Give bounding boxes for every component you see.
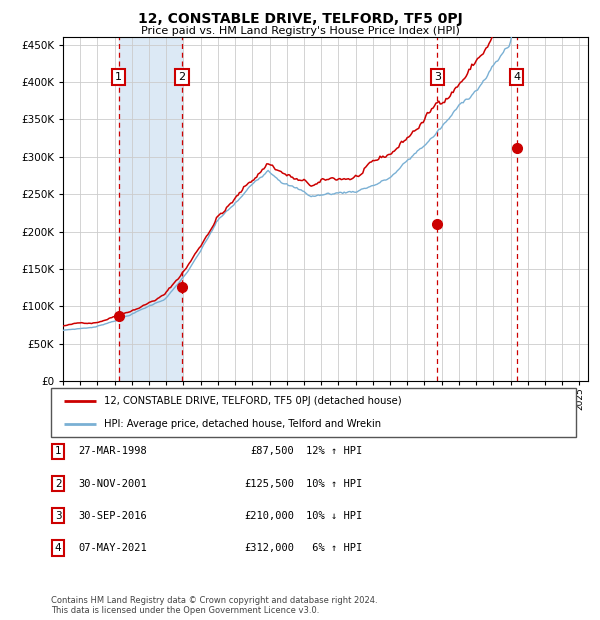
Text: £125,500: £125,500 (244, 479, 294, 489)
Text: 12% ↑ HPI: 12% ↑ HPI (306, 446, 362, 456)
Text: 1: 1 (55, 446, 62, 456)
Text: 12, CONSTABLE DRIVE, TELFORD, TF5 0PJ (detached house): 12, CONSTABLE DRIVE, TELFORD, TF5 0PJ (d… (104, 396, 401, 406)
Text: 10% ↓ HPI: 10% ↓ HPI (306, 511, 362, 521)
Text: Price paid vs. HM Land Registry's House Price Index (HPI): Price paid vs. HM Land Registry's House … (140, 26, 460, 36)
Text: 07-MAY-2021: 07-MAY-2021 (78, 543, 147, 553)
Text: £210,000: £210,000 (244, 511, 294, 521)
Text: 6% ↑ HPI: 6% ↑ HPI (306, 543, 362, 553)
Text: 2: 2 (55, 479, 62, 489)
Text: 3: 3 (55, 511, 62, 521)
Text: 27-MAR-1998: 27-MAR-1998 (78, 446, 147, 456)
Text: HPI: Average price, detached house, Telford and Wrekin: HPI: Average price, detached house, Telf… (104, 418, 380, 428)
Text: £87,500: £87,500 (250, 446, 294, 456)
Text: 1: 1 (115, 72, 122, 82)
Text: 4: 4 (55, 543, 62, 553)
Text: 4: 4 (513, 72, 520, 82)
Text: £312,000: £312,000 (244, 543, 294, 553)
Text: 12, CONSTABLE DRIVE, TELFORD, TF5 0PJ: 12, CONSTABLE DRIVE, TELFORD, TF5 0PJ (137, 12, 463, 27)
Text: 3: 3 (434, 72, 441, 82)
Text: 30-NOV-2001: 30-NOV-2001 (78, 479, 147, 489)
Text: 30-SEP-2016: 30-SEP-2016 (78, 511, 147, 521)
Bar (119, 37, 182, 381)
Text: 10% ↑ HPI: 10% ↑ HPI (306, 479, 362, 489)
FancyBboxPatch shape (51, 388, 576, 437)
Text: Contains HM Land Registry data © Crown copyright and database right 2024.
This d: Contains HM Land Registry data © Crown c… (51, 596, 377, 615)
Text: 2: 2 (179, 72, 185, 82)
